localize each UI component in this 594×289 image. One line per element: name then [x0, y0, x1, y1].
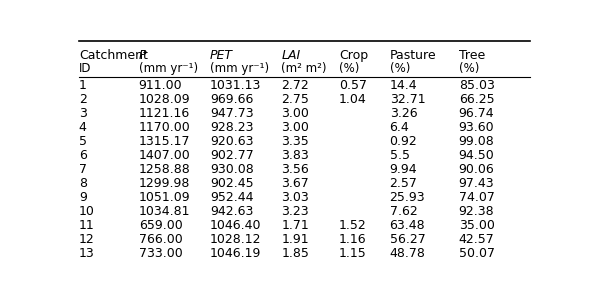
Text: 1299.98: 1299.98: [139, 177, 190, 190]
Text: 1034.81: 1034.81: [139, 205, 190, 218]
Text: 35.00: 35.00: [459, 219, 495, 232]
Text: 6.4: 6.4: [390, 121, 409, 134]
Text: 4: 4: [79, 121, 87, 134]
Text: 920.63: 920.63: [210, 135, 254, 148]
Text: 902.45: 902.45: [210, 177, 254, 190]
Text: 42.57: 42.57: [459, 233, 494, 246]
Text: 12: 12: [79, 233, 94, 246]
Text: Pasture: Pasture: [390, 49, 436, 62]
Text: 9.94: 9.94: [390, 163, 417, 176]
Text: 911.00: 911.00: [139, 79, 182, 92]
Text: 930.08: 930.08: [210, 163, 254, 176]
Text: 74.07: 74.07: [459, 191, 495, 204]
Text: 1.16: 1.16: [339, 233, 366, 246]
Text: 1046.19: 1046.19: [210, 247, 261, 260]
Text: 1.52: 1.52: [339, 219, 366, 232]
Text: Crop: Crop: [339, 49, 368, 62]
Text: 1121.16: 1121.16: [139, 107, 190, 120]
Text: 3.00: 3.00: [282, 121, 309, 134]
Text: 766.00: 766.00: [139, 233, 182, 246]
Text: 66.25: 66.25: [459, 92, 494, 105]
Text: 1051.09: 1051.09: [139, 191, 190, 204]
Text: 3: 3: [79, 107, 87, 120]
Text: 3.83: 3.83: [282, 149, 309, 162]
Text: 8: 8: [79, 177, 87, 190]
Text: 25.93: 25.93: [390, 191, 425, 204]
Text: 3.67: 3.67: [282, 177, 309, 190]
Text: 2: 2: [79, 92, 87, 105]
Text: 3.00: 3.00: [282, 107, 309, 120]
Text: 93.60: 93.60: [459, 121, 494, 134]
Text: 94.50: 94.50: [459, 149, 494, 162]
Text: 1170.00: 1170.00: [139, 121, 191, 134]
Text: PET: PET: [210, 49, 233, 62]
Text: 3.35: 3.35: [282, 135, 309, 148]
Text: 928.23: 928.23: [210, 121, 254, 134]
Text: 1.85: 1.85: [282, 247, 309, 260]
Text: 942.63: 942.63: [210, 205, 254, 218]
Text: 2.75: 2.75: [282, 92, 309, 105]
Text: 7.62: 7.62: [390, 205, 418, 218]
Text: Catchment: Catchment: [79, 49, 148, 62]
Text: 969.66: 969.66: [210, 92, 254, 105]
Text: (%): (%): [339, 62, 359, 75]
Text: 1028.09: 1028.09: [139, 92, 190, 105]
Text: 7: 7: [79, 163, 87, 176]
Text: 85.03: 85.03: [459, 79, 495, 92]
Text: 733.00: 733.00: [139, 247, 182, 260]
Text: 5: 5: [79, 135, 87, 148]
Text: 1315.17: 1315.17: [139, 135, 190, 148]
Text: 10: 10: [79, 205, 94, 218]
Text: 1258.88: 1258.88: [139, 163, 191, 176]
Text: (mm yr⁻¹): (mm yr⁻¹): [139, 62, 198, 75]
Text: (mm yr⁻¹): (mm yr⁻¹): [210, 62, 269, 75]
Text: 0.57: 0.57: [339, 79, 367, 92]
Text: 1.71: 1.71: [282, 219, 309, 232]
Text: 902.77: 902.77: [210, 149, 254, 162]
Text: 1.15: 1.15: [339, 247, 366, 260]
Text: LAI: LAI: [282, 49, 301, 62]
Text: 11: 11: [79, 219, 94, 232]
Text: P: P: [139, 49, 146, 62]
Text: 9: 9: [79, 191, 87, 204]
Text: 48.78: 48.78: [390, 247, 425, 260]
Text: 50.07: 50.07: [459, 247, 495, 260]
Text: 659.00: 659.00: [139, 219, 182, 232]
Text: 56.27: 56.27: [390, 233, 425, 246]
Text: 947.73: 947.73: [210, 107, 254, 120]
Text: 2.72: 2.72: [282, 79, 309, 92]
Text: 5.5: 5.5: [390, 149, 410, 162]
Text: (%): (%): [459, 62, 479, 75]
Text: 2.57: 2.57: [390, 177, 418, 190]
Text: 6: 6: [79, 149, 87, 162]
Text: (m² m²): (m² m²): [282, 62, 327, 75]
Text: 1031.13: 1031.13: [210, 79, 261, 92]
Text: 99.08: 99.08: [459, 135, 494, 148]
Text: 3.26: 3.26: [390, 107, 417, 120]
Text: 1407.00: 1407.00: [139, 149, 191, 162]
Text: 1028.12: 1028.12: [210, 233, 261, 246]
Text: 96.74: 96.74: [459, 107, 494, 120]
Text: 3.03: 3.03: [282, 191, 309, 204]
Text: 3.56: 3.56: [282, 163, 309, 176]
Text: (%): (%): [390, 62, 410, 75]
Text: 32.71: 32.71: [390, 92, 425, 105]
Text: 63.48: 63.48: [390, 219, 425, 232]
Text: 97.43: 97.43: [459, 177, 494, 190]
Text: 1.04: 1.04: [339, 92, 366, 105]
Text: 13: 13: [79, 247, 94, 260]
Text: 3.23: 3.23: [282, 205, 309, 218]
Text: 0.92: 0.92: [390, 135, 418, 148]
Text: Tree: Tree: [459, 49, 485, 62]
Text: ID: ID: [79, 62, 91, 75]
Text: 1046.40: 1046.40: [210, 219, 261, 232]
Text: 1.91: 1.91: [282, 233, 309, 246]
Text: 14.4: 14.4: [390, 79, 417, 92]
Text: 90.06: 90.06: [459, 163, 494, 176]
Text: 1: 1: [79, 79, 87, 92]
Text: 92.38: 92.38: [459, 205, 494, 218]
Text: 952.44: 952.44: [210, 191, 254, 204]
